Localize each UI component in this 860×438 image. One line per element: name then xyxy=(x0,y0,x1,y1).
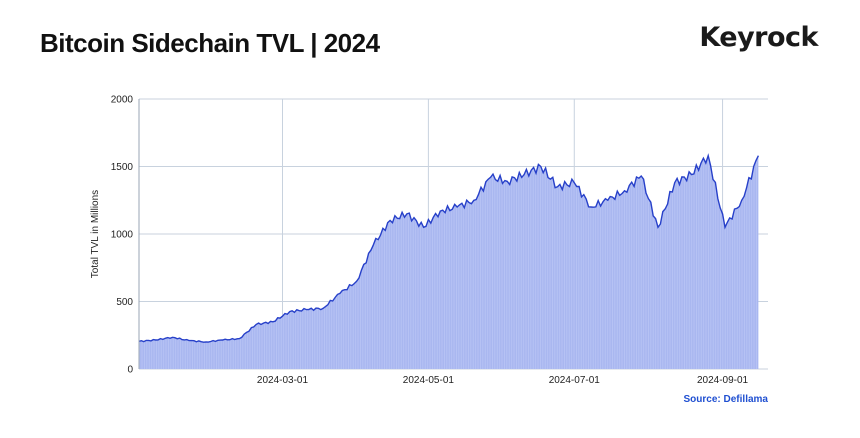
chart-title: Bitcoin Sidechain TVL | 2024 xyxy=(40,28,380,58)
x-tick-label: 2024-05-01 xyxy=(403,375,455,386)
y-axis-label: Total TVL in Millions xyxy=(90,190,101,278)
source-label: Source: Defillama xyxy=(683,394,768,405)
tvl-line xyxy=(138,153,760,343)
x-tick-label: 2024-03-01 xyxy=(257,375,309,386)
y-tick-label: 1500 xyxy=(111,162,134,173)
x-tick-label: 2024-09-01 xyxy=(697,375,749,386)
y-tick-label: 500 xyxy=(116,297,133,308)
y-tick-label: 0 xyxy=(127,365,133,376)
x-tick-label: 2024-07-01 xyxy=(549,375,601,386)
brand-logo: Keyrock xyxy=(699,22,818,53)
tvl-area-fill xyxy=(139,155,759,369)
y-tick-label: 1000 xyxy=(111,230,134,241)
y-tick-label: 2000 xyxy=(111,95,134,106)
chart-axes: 0 500 1000 1500 2000 2024-03-01 2024-05-01 2024… xyxy=(111,95,749,387)
